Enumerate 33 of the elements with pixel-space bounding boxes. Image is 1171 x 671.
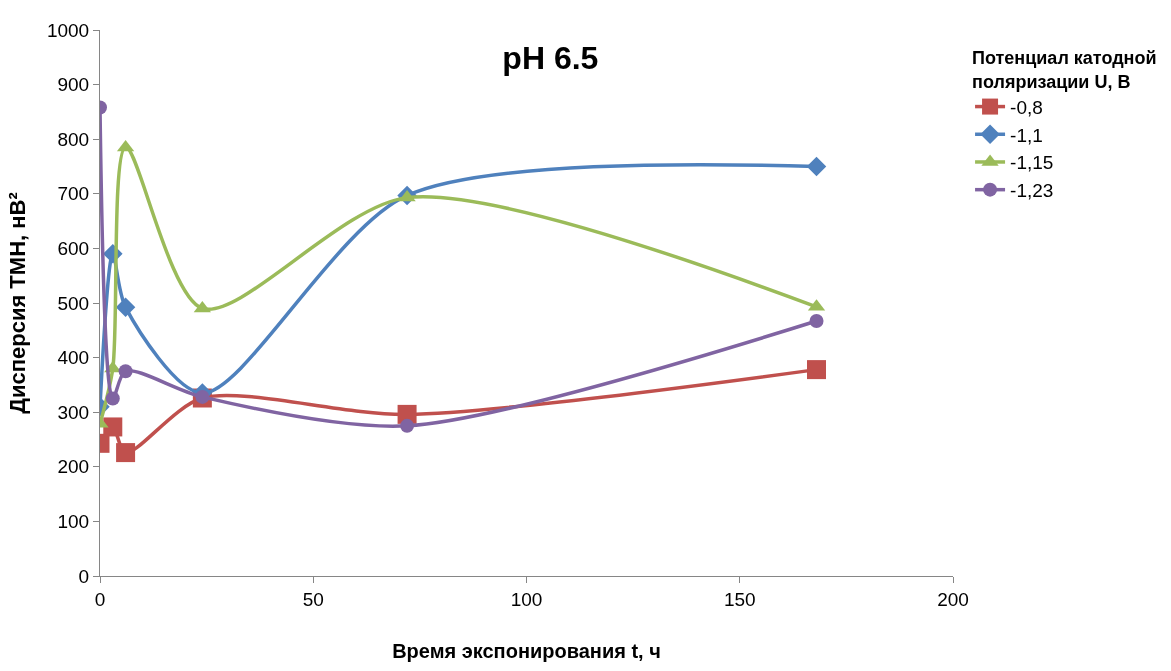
y-tick-label: 400 bbox=[57, 347, 90, 369]
chart-title: pH 6.5 bbox=[502, 40, 599, 77]
legend-label: -1,15 bbox=[1010, 152, 1054, 174]
y-tick-label: 800 bbox=[57, 128, 90, 150]
point bbox=[809, 314, 824, 329]
y-tick-label: 0 bbox=[78, 565, 90, 587]
point bbox=[116, 443, 136, 463]
x-tick-label: 100 bbox=[510, 588, 543, 610]
y-tick-label: 700 bbox=[57, 183, 90, 205]
point bbox=[400, 418, 415, 433]
legend-label: -1,1 bbox=[1010, 124, 1043, 146]
point bbox=[115, 297, 136, 318]
y-tick-label: 500 bbox=[57, 292, 90, 314]
legend-label: -1,23 bbox=[1010, 180, 1054, 202]
x-tick-label: 150 bbox=[723, 588, 756, 610]
point bbox=[807, 360, 827, 380]
y-tick-label: 200 bbox=[57, 456, 90, 478]
point bbox=[103, 417, 123, 437]
x-tick-label: 0 bbox=[94, 588, 106, 610]
legend-title: Потенциал катодной поляризации U, В bbox=[972, 48, 1157, 92]
y-tick-label: 1000 bbox=[46, 19, 90, 41]
y-tick-label: 300 bbox=[57, 401, 90, 423]
y-tick-label: 600 bbox=[57, 238, 90, 260]
point bbox=[105, 391, 120, 406]
point bbox=[118, 364, 133, 379]
legend-label: -0,8 bbox=[1010, 96, 1043, 118]
x-tick-label: 200 bbox=[937, 588, 969, 610]
x-tick-label: 50 bbox=[302, 588, 324, 610]
y-tick-label: 100 bbox=[57, 511, 90, 533]
point bbox=[806, 156, 827, 177]
y-axis-title: Дисперсия ТМН, нВ² bbox=[4, 192, 30, 414]
x-axis-title: Время экспонирования t, ч bbox=[392, 640, 661, 663]
y-tick-label: 900 bbox=[57, 74, 90, 96]
